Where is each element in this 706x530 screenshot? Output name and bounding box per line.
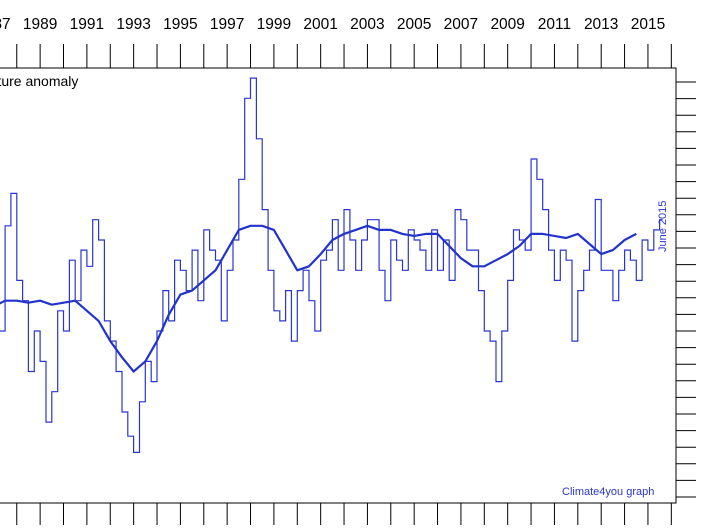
x-tick-label-2015: 2015 [631, 16, 665, 33]
x-tick-label-1991: 1991 [70, 16, 104, 33]
top-axis-ticks [16, 44, 672, 68]
credit-annotation: Climate4you graph [562, 486, 654, 498]
x-tick-label-2001: 2001 [303, 16, 337, 33]
bottom-axis-ticks [16, 503, 672, 525]
x-tick-label-2003: 2003 [350, 16, 384, 33]
x-tick-label-1997: 1997 [210, 16, 244, 33]
x-tick-label-2011: 2011 [538, 16, 571, 33]
x-tick-label-1993: 1993 [116, 16, 150, 33]
plot-frame [0, 67, 677, 504]
running-mean-line [0, 224, 637, 373]
x-tick-label-2013: 2013 [584, 16, 618, 33]
x-tick-label-2005: 2005 [397, 16, 431, 33]
series-layer [0, 77, 663, 453]
date-annotation: June 2015 [657, 201, 669, 252]
x-tick-label-2007: 2007 [444, 16, 478, 33]
right-axis-ticks [676, 81, 696, 498]
x-tick-label-2009: 2009 [490, 16, 524, 33]
monthly-anomaly-line [0, 77, 663, 453]
x-tick-label-1999: 1999 [257, 16, 291, 33]
y-axis-label: Temperature anomaly [0, 73, 78, 89]
x-tick-label-1987: 1987 [0, 16, 11, 33]
x-tick-label-1989: 1989 [23, 16, 57, 33]
top-axis-tick-labels: 1987 1989 1991 1993 1995 1997 1999 2001 2003 2005… [0, 16, 665, 33]
x-tick-label-1995: 1995 [163, 16, 197, 33]
